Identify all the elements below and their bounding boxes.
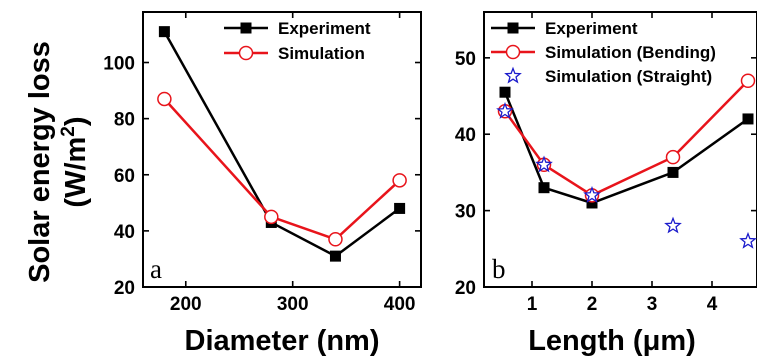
data-point bbox=[499, 86, 511, 98]
data-point bbox=[739, 231, 757, 249]
data-point bbox=[496, 101, 514, 119]
legend-label: Experiment bbox=[545, 19, 638, 38]
legend-label: Simulation (Bending) bbox=[545, 43, 716, 62]
legend-entry: Simulation (Bending) bbox=[491, 43, 716, 62]
legend-marker bbox=[504, 66, 522, 84]
data-point bbox=[667, 166, 679, 178]
legend-marker bbox=[505, 44, 521, 60]
series-simulation-bending- bbox=[497, 73, 756, 203]
series-simulation-straight- bbox=[496, 101, 757, 249]
series-experiment bbox=[499, 86, 754, 209]
legend-entry: Experiment bbox=[224, 19, 371, 38]
x-tick-label: 200 bbox=[170, 294, 202, 315]
y-tick-label: 50 bbox=[455, 49, 476, 70]
data-point bbox=[157, 91, 172, 107]
data-point bbox=[394, 202, 406, 214]
series-line bbox=[163, 98, 401, 241]
y-tick-label: 80 bbox=[114, 110, 135, 131]
x-tick-label: 2 bbox=[587, 294, 598, 315]
legend-label: Simulation bbox=[278, 44, 365, 63]
legend-entry: Simulation (Straight) bbox=[504, 66, 712, 86]
x-tick-label: 300 bbox=[277, 294, 309, 315]
x-tick-label: 4 bbox=[707, 294, 718, 315]
y-tick-label: 30 bbox=[455, 202, 476, 223]
data-point bbox=[586, 197, 598, 209]
legend-marker bbox=[238, 45, 254, 61]
panel-letter: a bbox=[150, 254, 162, 284]
x-tick-label: 1 bbox=[527, 294, 538, 315]
y-axis-label-unit-prefix: (W/m bbox=[60, 137, 92, 208]
y-tick-label: 40 bbox=[114, 222, 135, 243]
y-tick-label: 20 bbox=[114, 278, 135, 299]
y-axis-label-unit-superscript: 2 bbox=[58, 126, 79, 137]
panel-letter: b bbox=[492, 254, 506, 284]
y-tick-label: 100 bbox=[103, 54, 135, 75]
data-point bbox=[158, 26, 170, 38]
y-tick-label: 40 bbox=[455, 125, 476, 146]
data-point bbox=[264, 209, 279, 225]
data-point bbox=[664, 216, 682, 234]
y-axis-label-line1: Solar energy loss bbox=[24, 41, 56, 283]
legend-marker bbox=[507, 22, 519, 34]
legend-label: Experiment bbox=[278, 19, 371, 38]
y-axis-label-line2: (W/m2) bbox=[58, 116, 92, 207]
series-simulation bbox=[157, 91, 407, 247]
plot-frame bbox=[142, 11, 422, 288]
data-point bbox=[535, 155, 553, 173]
x-tick-label: 400 bbox=[384, 294, 416, 315]
legend-marker bbox=[240, 22, 252, 34]
series-line bbox=[503, 79, 749, 197]
y-tick-label: 60 bbox=[114, 166, 135, 187]
legend-entry: Simulation bbox=[224, 44, 365, 63]
chart-panel-a: 200 300 400 20 40 60 80 100 Diameter (nm) a Experi… bbox=[103, 11, 422, 357]
legend-entry: Experiment bbox=[491, 19, 638, 38]
x-axis-label: Diameter (nm) bbox=[185, 325, 380, 357]
data-point bbox=[329, 250, 341, 262]
y-tick-label: 20 bbox=[455, 278, 476, 299]
data-point bbox=[740, 73, 756, 88]
data-point bbox=[742, 113, 754, 125]
data-point bbox=[392, 173, 407, 188]
y-axis-label-unit-suffix: ) bbox=[60, 116, 92, 126]
data-point bbox=[538, 182, 550, 194]
series-line bbox=[163, 30, 401, 258]
x-axis-label: Length (μm) bbox=[528, 325, 696, 357]
plot-frame bbox=[483, 11, 757, 288]
data-point bbox=[583, 186, 601, 203]
data-point bbox=[328, 232, 343, 247]
data-point bbox=[665, 149, 681, 165]
x-tick-label: 3 bbox=[647, 294, 658, 315]
chart-panel-b: 1 2 3 4 20 30 40 50 Length (μm) b Experiment Simula… bbox=[455, 11, 757, 357]
legend-label: Simulation (Straight) bbox=[545, 67, 712, 86]
